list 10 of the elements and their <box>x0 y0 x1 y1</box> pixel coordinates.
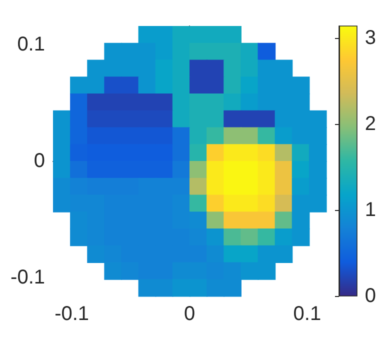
y-tick-label: -0.1 <box>10 266 45 288</box>
y-tick-label: 0.1 <box>17 34 45 56</box>
color-bar-label: 3 <box>364 27 376 50</box>
x-tick-label: -0.1 <box>54 303 90 325</box>
color-bar-label: 2 <box>364 113 376 136</box>
y-tick-label: 0 <box>34 150 45 172</box>
color-bar-label: 0 <box>364 285 376 307</box>
x-tick-label: 0.1 <box>293 303 322 325</box>
x-tick-label: 0 <box>184 303 196 325</box>
color-bar-label: 1 <box>364 199 376 222</box>
